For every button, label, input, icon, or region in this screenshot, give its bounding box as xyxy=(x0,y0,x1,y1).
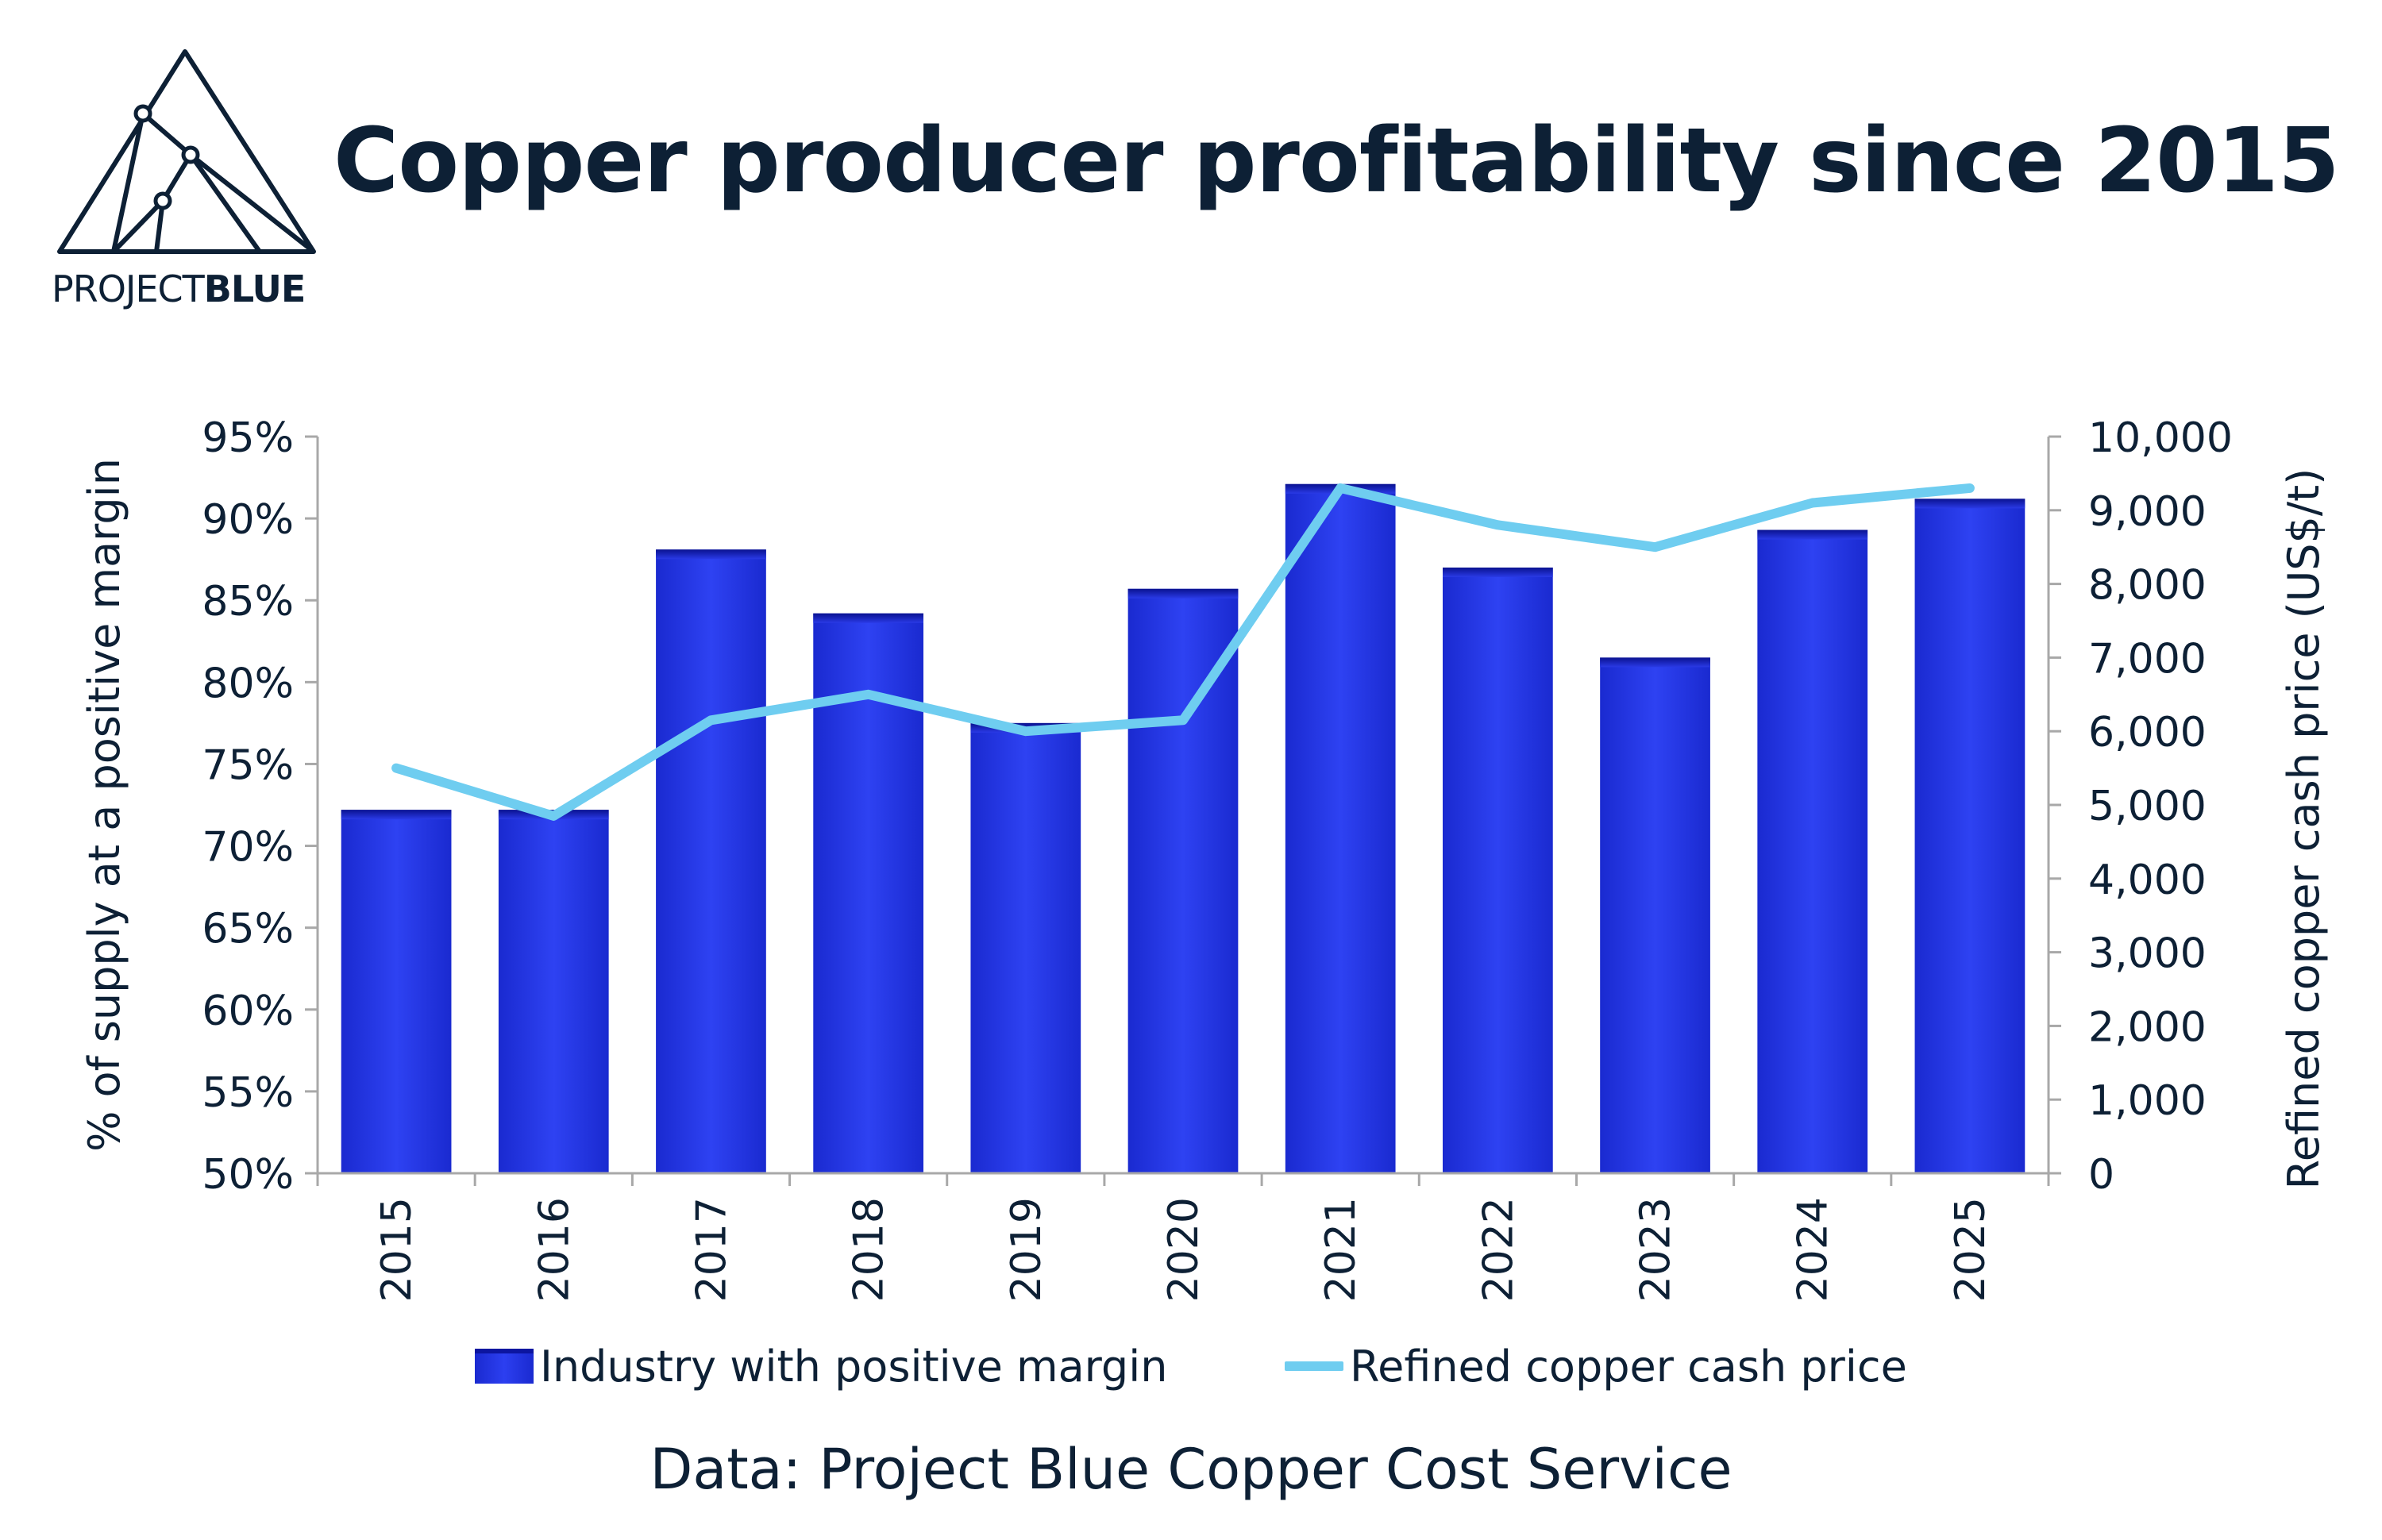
x-tick-label: 2016 xyxy=(530,1197,578,1302)
y-tick-label-right: 10,000 xyxy=(2088,414,2233,462)
y-tick-label-left: 65% xyxy=(202,906,294,953)
y-tick-label-right: 1,000 xyxy=(2088,1077,2207,1125)
legend-item-line: Refined copper cash price xyxy=(1285,1338,1907,1394)
x-tick-label: 2019 xyxy=(1003,1197,1050,1302)
bar-2020 xyxy=(1127,588,1239,1173)
y-tick-label-left: 80% xyxy=(202,660,294,707)
y-tick-label-right: 0 xyxy=(2088,1151,2114,1199)
bar-2019 xyxy=(970,722,1081,1173)
chart-legend: Industry with positive margin Refined co… xyxy=(0,1338,2382,1394)
bar-2024 xyxy=(1757,529,1868,1173)
bar-2023 xyxy=(1600,657,1710,1173)
y-tick-label-left: 70% xyxy=(202,824,294,872)
bar-2021 xyxy=(1285,483,1396,1173)
y-tick-label-left: 50% xyxy=(202,1151,294,1199)
bar-2022 xyxy=(1443,567,1553,1173)
logo-triangle-icon xyxy=(57,49,316,254)
bar-cap-2024 xyxy=(1757,529,1868,540)
legend-label-line: Refined copper cash price xyxy=(1350,1341,1907,1392)
chart-area: 50% 55% 60% 65% 70% 75% 80% 85% 90% 95% 0 1,000 2,00… xyxy=(79,414,2329,1302)
y-axis-title-left: % of supply at a positive margin xyxy=(79,458,129,1152)
line-point-2016 xyxy=(553,814,555,817)
project-blue-logo: PROJECTBLUE xyxy=(44,44,330,314)
legend-swatch-line xyxy=(1285,1361,1343,1371)
y-tick-label-left: 60% xyxy=(202,988,294,1035)
x-tick-label: 2025 xyxy=(1947,1197,1995,1302)
source-note: Data: Project Blue Copper Cost Service xyxy=(649,1437,1733,1502)
legend-label-bars: Industry with positive margin xyxy=(540,1341,1168,1392)
y-tick-label-left: 85% xyxy=(202,578,294,626)
chart-title: Copper producer profitability since 2015 xyxy=(333,110,2340,213)
x-tick-label: 2022 xyxy=(1474,1197,1522,1302)
line-point-2015 xyxy=(395,767,398,769)
line-point-2019 xyxy=(1024,730,1027,733)
legend-swatch-bars xyxy=(475,1349,534,1384)
bar-2016 xyxy=(498,810,609,1173)
line-point-2021 xyxy=(1339,487,1342,489)
y-tick-label-right: 7,000 xyxy=(2088,635,2207,683)
y-tick-label-left: 90% xyxy=(202,496,294,544)
logo-text-light: PROJECT xyxy=(52,268,205,310)
x-tick-label: 2017 xyxy=(688,1197,735,1302)
legend-item-bars: Industry with positive margin xyxy=(475,1338,1167,1394)
y-tick-label-right: 6,000 xyxy=(2088,709,2207,757)
bar-cap-2020 xyxy=(1127,588,1239,599)
x-tick-label: 2018 xyxy=(846,1197,893,1302)
line-point-2018 xyxy=(867,693,869,695)
x-tick-label: 2021 xyxy=(1317,1197,1365,1302)
y-tick-label-left: 55% xyxy=(202,1069,294,1117)
x-tick-label: 2024 xyxy=(1790,1197,1837,1302)
y-axis-title-right: Refined copper cash price (US$/t) xyxy=(2279,468,2329,1190)
bar-cap-2023 xyxy=(1600,657,1710,668)
bar-cap-2017 xyxy=(656,549,766,560)
x-tick-label: 2023 xyxy=(1632,1197,1680,1302)
y-tick-label-right: 9,000 xyxy=(2088,488,2207,536)
line-point-2022 xyxy=(1497,524,1499,526)
x-tick-label: 2020 xyxy=(1160,1197,1208,1302)
line-point-2024 xyxy=(1811,502,1813,504)
line-point-2017 xyxy=(710,719,712,722)
bar-cap-2025 xyxy=(1914,499,2025,509)
y-tick-label-right: 8,000 xyxy=(2088,562,2207,610)
y-tick-label-right: 4,000 xyxy=(2088,857,2207,904)
bar-cap-2018 xyxy=(813,613,923,623)
bar-cap-2015 xyxy=(341,810,452,820)
bar-2025 xyxy=(1914,499,2025,1173)
y-tick-label-left: 75% xyxy=(202,741,294,789)
logo-wordmark: PROJECTBLUE xyxy=(52,268,353,310)
bar-2015 xyxy=(341,810,452,1173)
line-point-2023 xyxy=(1654,546,1656,549)
line-point-2020 xyxy=(1182,719,1184,722)
bar-cap-2022 xyxy=(1443,567,1553,577)
bar-2017 xyxy=(656,549,766,1173)
line-point-2025 xyxy=(1968,487,1971,489)
y-tick-label-right: 5,000 xyxy=(2088,783,2207,830)
logo-text-bold: BLUE xyxy=(203,268,306,310)
y-tick-label-right: 3,000 xyxy=(2088,930,2207,978)
y-tick-label-left: 95% xyxy=(202,414,294,462)
x-tick-label: 2015 xyxy=(373,1197,421,1302)
y-tick-label-right: 2,000 xyxy=(2088,1003,2207,1051)
